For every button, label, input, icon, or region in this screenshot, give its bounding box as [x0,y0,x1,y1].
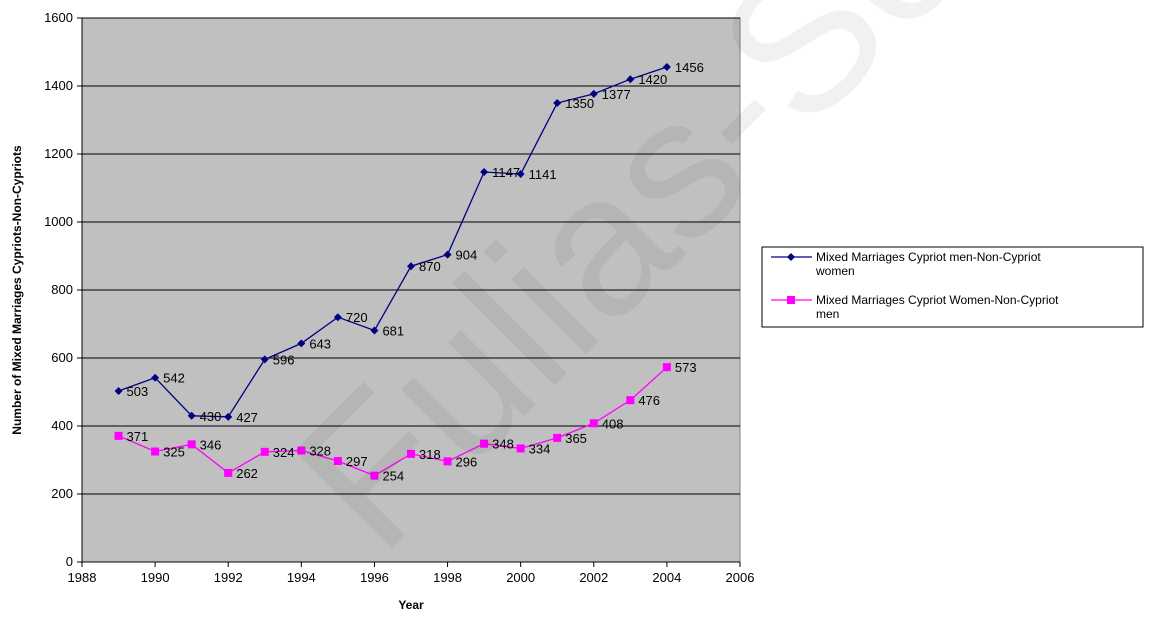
y-tick-label: 1200 [44,146,73,161]
series-1-point [480,168,489,177]
series-1-point [260,355,269,364]
series-2-point [443,457,452,466]
series-1-data-label: 720 [346,310,368,325]
x-tick-label: 2002 [579,570,608,585]
series-1-point [516,170,525,179]
x-tick-label: 2004 [652,570,681,585]
series-1-data-label: 596 [273,352,295,367]
series-1-data-label: 870 [419,259,441,274]
series-2-data-label: 408 [602,416,624,431]
series-line-1 [118,66,668,418]
y-tick-label: 0 [66,554,73,569]
series-1-data-label: 681 [382,323,404,338]
series-1-point [297,339,306,348]
series-2-point [260,447,269,456]
series-1-data-label: 1420 [638,72,667,87]
legend-entry-1-text: women [815,264,855,278]
series-2-point [553,433,562,442]
legend: Mixed Marriages Cypriot men-Non-Cypriotw… [761,246,1144,328]
series-2-data-label: 476 [638,393,660,408]
series-1-point [443,250,452,259]
series-2-data-label: 334 [529,441,551,456]
series-1-point [553,99,562,107]
series-1-point [333,313,342,322]
series-1-point [114,386,123,395]
series-1-data-label: 1377 [602,87,631,102]
series-2-point [407,449,415,458]
series-1-point [187,411,196,420]
legend-marker-1 [787,253,795,261]
legend-box [761,246,1144,328]
series-1-data-label: 427 [236,410,258,425]
x-axis-title: Year [398,598,424,612]
series-2-point [370,471,379,480]
series-2-point [333,457,342,466]
x-tick-label: 1990 [141,570,170,585]
series-1-data-label: 503 [127,384,149,399]
series-1-data-label: 1456 [675,60,704,75]
legend-marker-2 [787,296,795,304]
x-tick-label: 1998 [433,570,462,585]
y-tick-label: 200 [51,486,73,501]
x-tick-label: 2006 [726,570,755,585]
series-2-data-label: 328 [309,443,331,458]
y-tick-label: 600 [51,350,73,365]
series-1-data-label: 1147 [492,165,520,180]
series-1-data-label: 643 [309,336,331,351]
series-1-point [407,262,415,271]
series-2-data-label: 254 [382,469,404,484]
x-tick-label: 1996 [360,570,389,585]
series-2-data-label: 324 [273,445,295,460]
series-2-data-label: 573 [675,360,697,375]
legend-entry-1-text: Mixed Marriages Cypriot men-Non-Cypriot [816,250,1041,264]
series-1-point [370,326,379,335]
x-tick-label: 1988 [68,570,97,585]
legend-entry-2-text: men [816,307,839,321]
plot-area-group: 0 200 400 600 800 1000 1200 1400 1600 1988 1990 199… [10,10,754,612]
series-1-point [224,412,233,421]
series-2-point [297,446,306,455]
series-2-data-label: 325 [163,445,185,460]
series-2-data-label: 297 [346,454,368,469]
series-1-point [151,373,160,382]
y-tick-label: 1000 [44,214,73,229]
series-line-2 [118,366,668,477]
series-2-data-label: 318 [419,447,441,462]
series-group [114,62,671,480]
y-tick-label: 1600 [44,10,73,25]
series-1-data-label: 1141 [529,167,557,182]
series-1-point [589,89,598,98]
series-2-point [516,444,525,453]
series-2-data-label: 348 [492,437,514,452]
series-2-data-label: 365 [565,431,587,446]
x-tick-label: 1992 [214,570,243,585]
y-tick-label: 1400 [44,78,73,93]
series-2-point [151,447,160,456]
y-tick-label: 800 [51,282,73,297]
x-tick-label: 2000 [506,570,535,585]
series-2-data-label: 346 [200,437,222,452]
series-2-point [480,439,489,448]
series-2-point [662,363,671,372]
series-2-point [589,419,598,428]
series-2-data-label: 371 [127,429,149,444]
series-2-data-label: 296 [456,454,478,469]
y-tick-label: 400 [51,418,73,433]
series-1-data-label: 430 [200,409,222,424]
y-axis-title: Number of Mixed Marriages Cypriots-Non-C… [10,145,24,435]
series-2-point [224,468,233,477]
legend-entry-2-text: Mixed Marriages Cypriot Women-Non-Cyprio… [816,293,1059,307]
x-tick-label: 1994 [287,570,316,585]
series-2-point [187,440,196,449]
series-1-point [662,62,671,71]
series-2-point [114,431,123,440]
series-2-data-label: 262 [236,466,258,481]
series-1-data-label: 904 [456,248,478,263]
series-1-point [626,75,635,84]
data-labels-group: 503 542 430 427 596 643 720 681 870 904 1147 1141 13… [127,60,704,484]
series-2-point [626,396,635,405]
series-1-data-label: 1350 [565,96,594,111]
series-1-data-label: 542 [163,371,185,386]
